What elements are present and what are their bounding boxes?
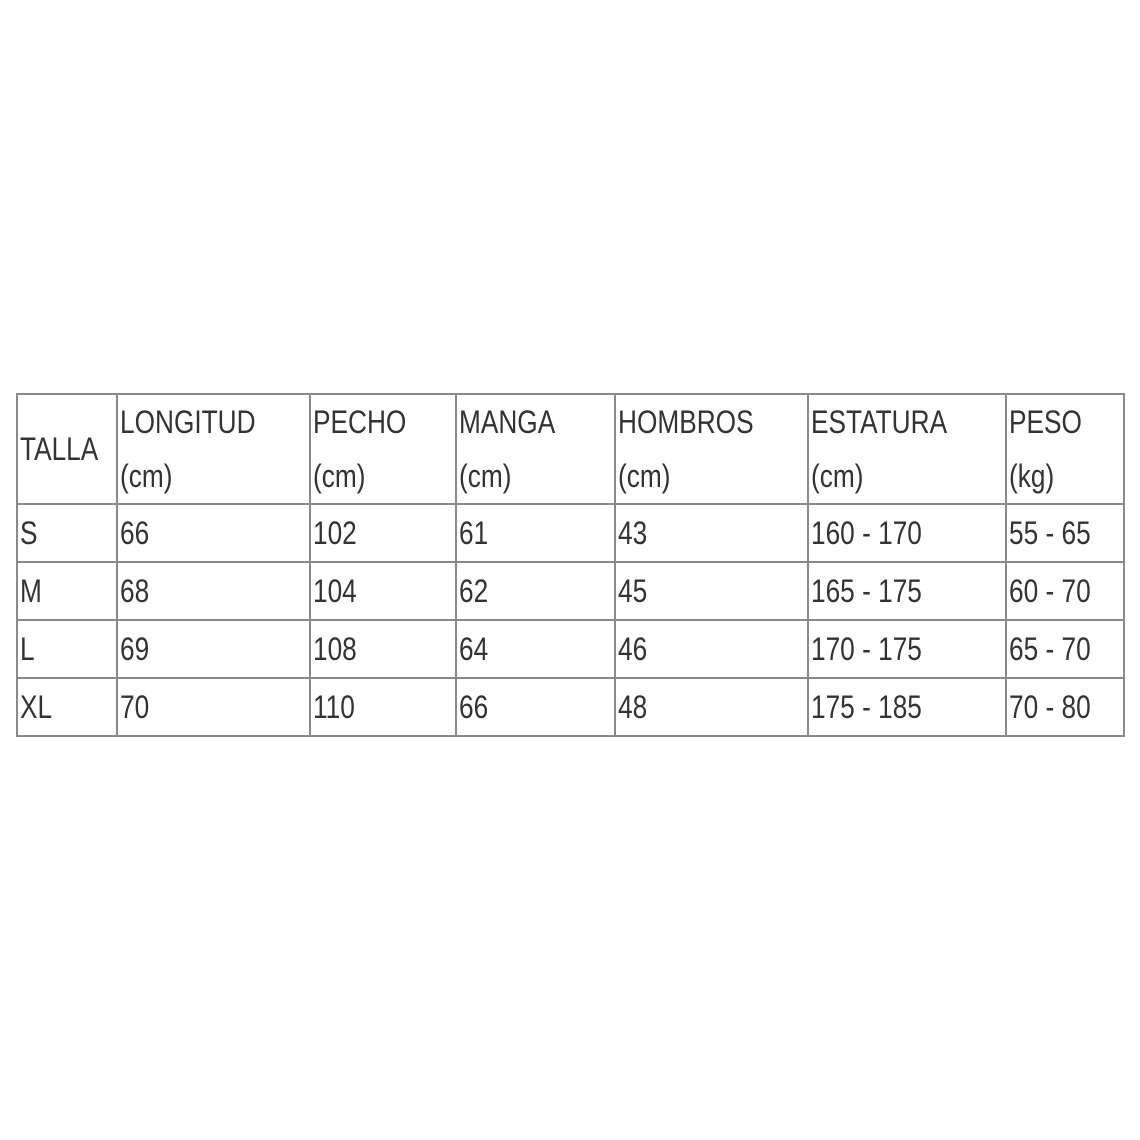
header-estatura: ESTATURA (cm) xyxy=(807,393,1007,505)
header-label: LONGITUD xyxy=(120,404,256,440)
table-cell: 45 xyxy=(614,561,809,621)
table-cell: 43 xyxy=(614,503,809,563)
cell-value: 45 xyxy=(618,573,648,609)
table-cell: 70 - 80 xyxy=(1005,677,1125,737)
header-row: TALLA LONGITUD (cm) PECHO (cm) MANGA (cm) H… xyxy=(16,393,1125,505)
header-label: PESO xyxy=(1009,404,1082,440)
table-cell: 68 xyxy=(116,561,311,621)
table-cell: 104 xyxy=(309,561,457,621)
cell-value: 68 xyxy=(120,573,150,609)
cell-value: 48 xyxy=(618,689,648,725)
cell-value: 70 xyxy=(120,689,150,725)
cell-value: XL xyxy=(20,689,53,725)
header-label: TALLA xyxy=(20,431,99,467)
table-cell: M xyxy=(16,561,118,621)
cell-value: 104 xyxy=(313,573,357,609)
table-cell: 62 xyxy=(455,561,616,621)
header-label: ESTATURA xyxy=(811,404,948,440)
cell-value: M xyxy=(20,573,42,609)
header-hombros: HOMBROS (cm) xyxy=(614,393,809,505)
table-cell: S xyxy=(16,503,118,563)
table-row: XL 70 110 66 48 175 - 185 70 - 80 xyxy=(16,677,1125,737)
header-pecho: PECHO (cm) xyxy=(309,393,457,505)
table-cell: 102 xyxy=(309,503,457,563)
cell-value: 102 xyxy=(313,515,357,551)
table-cell: 70 xyxy=(116,677,311,737)
header-manga: MANGA (cm) xyxy=(455,393,616,505)
header-label: MANGA xyxy=(459,404,556,440)
header-label: PECHO xyxy=(313,404,407,440)
table-cell: 110 xyxy=(309,677,457,737)
header-unit: (cm) xyxy=(459,458,512,494)
cell-value: 160 - 170 xyxy=(811,515,922,551)
table-row: S 66 102 61 43 160 - 170 55 - 65 xyxy=(16,503,1125,563)
table-cell: 108 xyxy=(309,619,457,679)
header-talla: TALLA xyxy=(16,393,118,505)
size-chart-table: TALLA LONGITUD (cm) PECHO (cm) MANGA (cm) H… xyxy=(16,393,1125,737)
cell-value: 66 xyxy=(120,515,150,551)
cell-value: 66 xyxy=(459,689,489,725)
table-row: L 69 108 64 46 170 - 175 65 - 70 xyxy=(16,619,1125,679)
header-unit: (cm) xyxy=(120,458,173,494)
cell-value: 170 - 175 xyxy=(811,631,922,667)
table-cell: 61 xyxy=(455,503,616,563)
table-cell: 66 xyxy=(455,677,616,737)
cell-value: 175 - 185 xyxy=(811,689,922,725)
header-longitud: LONGITUD (cm) xyxy=(116,393,311,505)
table-cell: 65 - 70 xyxy=(1005,619,1125,679)
table-body: S 66 102 61 43 160 - 170 55 - 65 M 68 104 62 45 165 … xyxy=(16,503,1125,737)
table-cell: 170 - 175 xyxy=(807,619,1007,679)
header-unit: (cm) xyxy=(313,458,366,494)
table-cell: 160 - 170 xyxy=(807,503,1007,563)
cell-value: S xyxy=(20,515,38,551)
cell-value: 43 xyxy=(618,515,648,551)
table-cell: 66 xyxy=(116,503,311,563)
table-cell: 48 xyxy=(614,677,809,737)
table-cell: XL xyxy=(16,677,118,737)
table-cell: 55 - 65 xyxy=(1005,503,1125,563)
header-unit: (cm) xyxy=(811,458,864,494)
table-cell: 175 - 185 xyxy=(807,677,1007,737)
table-cell: 165 - 175 xyxy=(807,561,1007,621)
cell-value: 64 xyxy=(459,631,489,667)
header-label: HOMBROS xyxy=(618,404,754,440)
cell-value: 55 - 65 xyxy=(1009,515,1091,551)
header-unit: (kg) xyxy=(1009,458,1055,494)
header-peso: PESO (kg) xyxy=(1005,393,1125,505)
table-cell: 69 xyxy=(116,619,311,679)
cell-value: 46 xyxy=(618,631,648,667)
cell-value: 165 - 175 xyxy=(811,573,922,609)
table-cell: 64 xyxy=(455,619,616,679)
cell-value: 65 - 70 xyxy=(1009,631,1091,667)
cell-value: L xyxy=(20,631,35,667)
cell-value: 70 - 80 xyxy=(1009,689,1091,725)
header-unit: (cm) xyxy=(618,458,671,494)
table-cell: 46 xyxy=(614,619,809,679)
table-cell: 60 - 70 xyxy=(1005,561,1125,621)
cell-value: 61 xyxy=(459,515,489,551)
table-cell: L xyxy=(16,619,118,679)
cell-value: 60 - 70 xyxy=(1009,573,1091,609)
cell-value: 69 xyxy=(120,631,150,667)
cell-value: 62 xyxy=(459,573,489,609)
cell-value: 108 xyxy=(313,631,357,667)
cell-value: 110 xyxy=(313,689,355,725)
table-row: M 68 104 62 45 165 - 175 60 - 70 xyxy=(16,561,1125,621)
